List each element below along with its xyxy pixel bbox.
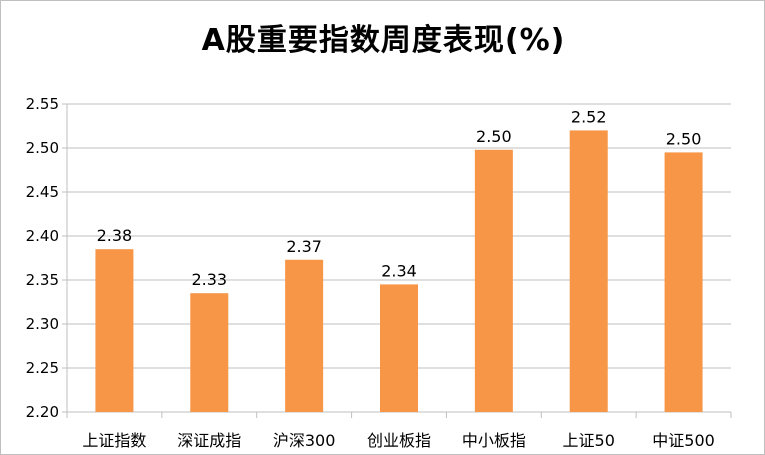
data-label: 2.50 — [666, 129, 702, 148]
bar — [95, 249, 134, 412]
y-tick-label: 2.50 — [26, 139, 59, 157]
category-label: 创业板指 — [367, 431, 431, 450]
category-label: 深证成指 — [177, 431, 241, 450]
bar — [664, 152, 703, 412]
y-tick-label: 2.45 — [26, 183, 59, 201]
data-label: 2.37 — [286, 237, 322, 256]
y-tick-label: 2.30 — [26, 315, 59, 333]
category-label: 中证500 — [652, 431, 715, 450]
data-label: 2.38 — [97, 226, 133, 245]
y-tick-label: 2.25 — [26, 359, 59, 377]
labels: 2.38 上证指数 2.33 深证成指 2.37 沪深300 2.34 创业板指 2.50 中小板… — [82, 107, 714, 450]
bar — [474, 149, 513, 412]
bar — [190, 293, 229, 412]
category-label: 沪深300 — [273, 431, 336, 450]
bar — [569, 130, 608, 412]
bars — [95, 130, 703, 412]
data-label: 2.34 — [381, 261, 417, 280]
y-tick-label: 2.40 — [26, 227, 59, 245]
bar — [285, 259, 324, 412]
category-label: 上证50 — [563, 431, 615, 450]
chart-title: A股重要指数周度表现(%) — [201, 23, 566, 58]
axes: 2.20 2.25 2.30 2.35 2.40 2.45 2.50 2.55 — [26, 95, 732, 421]
y-tick-label: 2.20 — [26, 403, 59, 421]
category-label: 中小板指 — [462, 431, 526, 450]
bar — [380, 284, 418, 412]
data-label: 2.52 — [571, 107, 607, 126]
category-label: 上证指数 — [82, 431, 146, 450]
data-label: 2.50 — [476, 127, 512, 146]
data-label: 2.33 — [191, 270, 227, 289]
y-tick-label: 2.35 — [26, 271, 59, 289]
y-tick-label: 2.55 — [26, 95, 59, 113]
